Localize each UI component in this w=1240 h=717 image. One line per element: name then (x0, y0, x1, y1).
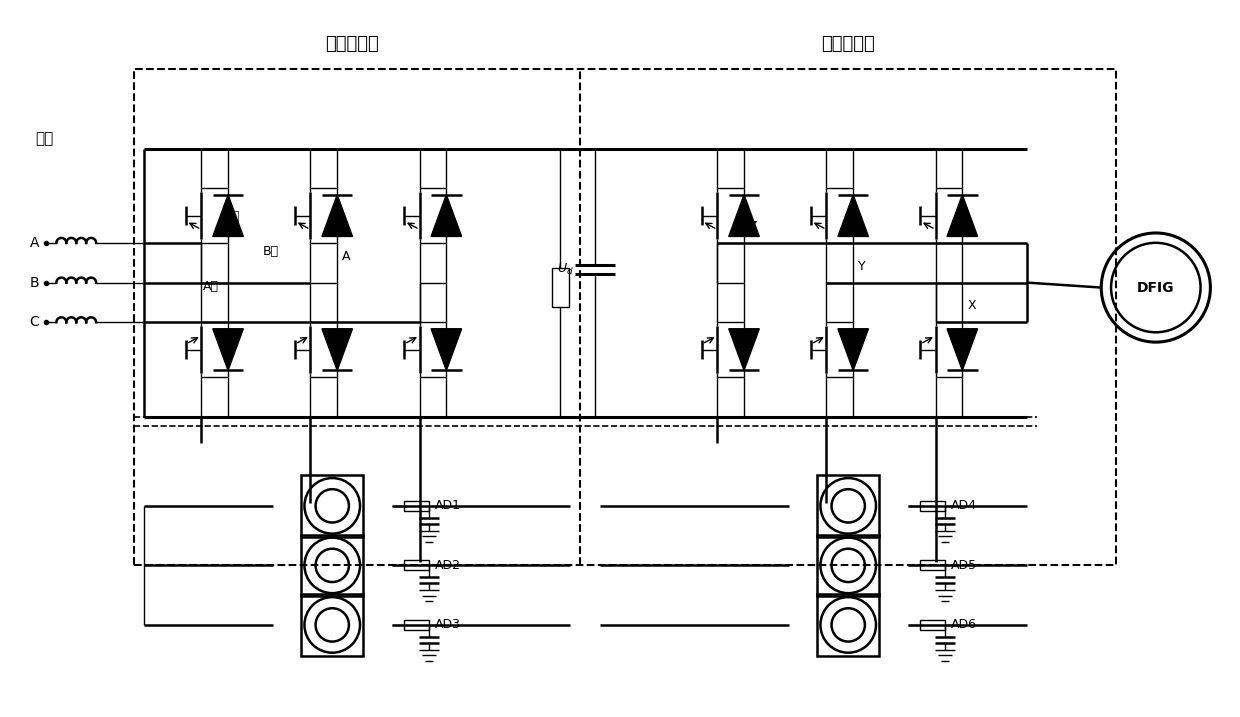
Text: AD3: AD3 (434, 619, 460, 632)
Polygon shape (947, 328, 977, 371)
Polygon shape (838, 328, 868, 371)
Text: 网侧变频器: 网侧变频器 (325, 35, 379, 54)
Bar (404, 501, 429, 511)
Text: AD1: AD1 (434, 499, 460, 513)
Bar (920, 620, 945, 630)
Polygon shape (322, 195, 352, 237)
Text: B相: B相 (263, 244, 279, 258)
Text: C: C (30, 315, 40, 329)
Text: X: X (967, 300, 976, 313)
Bar (817, 475, 879, 536)
Text: AD6: AD6 (950, 619, 976, 632)
Polygon shape (947, 195, 977, 237)
Polygon shape (213, 328, 243, 371)
Text: C相: C相 (223, 210, 239, 223)
Polygon shape (322, 328, 352, 371)
Text: AD5: AD5 (950, 559, 977, 572)
Bar (817, 535, 879, 596)
Text: B: B (30, 275, 40, 290)
Polygon shape (838, 195, 868, 237)
Text: 电网: 电网 (36, 131, 53, 146)
Text: DFIG: DFIG (1137, 280, 1174, 295)
Bar (817, 594, 879, 655)
Text: $U_d$: $U_d$ (557, 262, 574, 277)
Text: 机侧变频器: 机侧变频器 (821, 35, 875, 54)
Bar (301, 594, 363, 655)
Text: AD2: AD2 (434, 559, 460, 572)
Text: AD4: AD4 (950, 499, 976, 513)
Polygon shape (432, 195, 461, 237)
Text: A: A (342, 250, 351, 262)
Polygon shape (729, 195, 759, 237)
Bar (920, 561, 945, 570)
Bar (404, 561, 429, 570)
Bar (134, 70, 1116, 566)
Bar (301, 475, 363, 536)
Polygon shape (432, 328, 461, 371)
Bar (552, 267, 569, 308)
Bar (920, 501, 945, 511)
Text: Y: Y (858, 260, 866, 272)
Polygon shape (729, 328, 759, 371)
Bar (404, 620, 429, 630)
Text: A相: A相 (203, 280, 219, 293)
Bar (301, 535, 363, 596)
Text: Z: Z (749, 220, 758, 233)
Polygon shape (213, 195, 243, 237)
Text: A: A (30, 236, 40, 250)
